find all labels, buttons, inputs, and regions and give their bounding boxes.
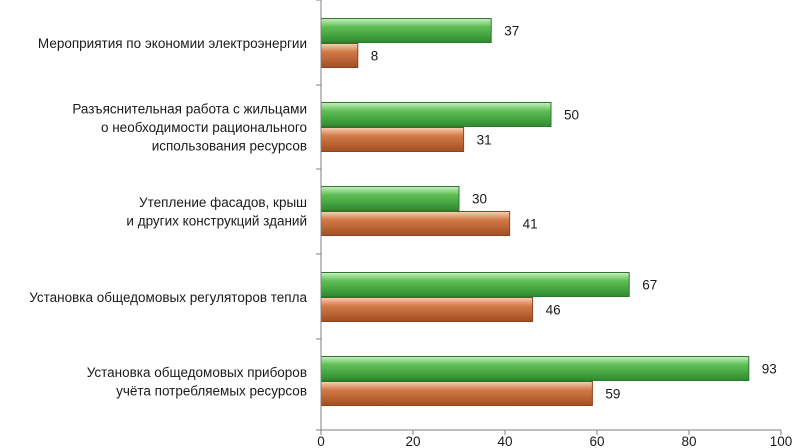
x-tick-label-5: 100: [770, 434, 793, 448]
category-label-4: Установка общедомовых регуляторов тепла: [29, 290, 307, 305]
category-label-5: Установка общедомовых приборов учёта потр…: [87, 365, 307, 399]
x-tick-label-0: 0: [317, 434, 325, 448]
bar-series1-cat5: [320, 356, 750, 381]
value-label-series2-cat2: 31: [477, 133, 492, 148]
bar-series1-cat3: [320, 186, 460, 211]
bars-layer: [320, 18, 750, 406]
value-label-series1-cat4: 67: [642, 278, 657, 293]
category-label-1: Мероприятия по экономии электроэнергии: [38, 36, 307, 51]
bar-series1-cat1: [320, 18, 492, 43]
bar-series1-cat2: [320, 102, 552, 127]
x-tick-label-2: 40: [497, 434, 512, 448]
x-tick-label-1: 20: [405, 434, 420, 448]
value-label-series1-cat5: 93: [762, 362, 777, 377]
value-label-series2-cat1: 8: [371, 49, 379, 64]
value-label-series1-cat1: 37: [504, 24, 519, 39]
value-label-series2-cat5: 59: [605, 387, 620, 402]
bar-series2-cat4: [320, 297, 534, 322]
x-tick-label-4: 80: [681, 434, 696, 448]
category-label-3: Утепление фасадов, крыш и других конструк…: [126, 195, 307, 229]
bar-series2-cat1: [320, 43, 359, 68]
labels-layer: 37 8 Мероприятия по экономии электроэнерги…: [29, 24, 792, 448]
bar-series2-cat3: [320, 211, 511, 236]
x-tick-label-3: 60: [589, 434, 604, 448]
value-label-series2-cat4: 46: [546, 303, 561, 318]
bar-series2-cat5: [320, 381, 593, 406]
category-label-2: Разъяснительная работа с жильцами о необх…: [72, 102, 307, 154]
bar-series2-cat2: [320, 127, 465, 152]
value-label-series1-cat3: 30: [472, 192, 487, 207]
axes-layer: [316, 0, 782, 435]
value-label-series1-cat2: 50: [564, 108, 579, 123]
value-label-series2-cat3: 41: [523, 217, 538, 232]
bar-series1-cat4: [320, 272, 630, 297]
